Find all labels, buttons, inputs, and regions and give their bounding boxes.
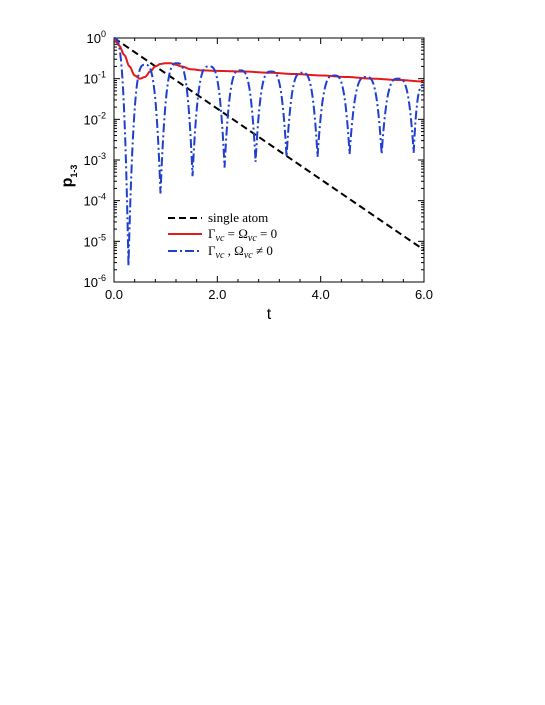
legend-label-single-atom: single atom bbox=[208, 210, 268, 225]
x-tick-label-1: 2.0 bbox=[208, 287, 226, 302]
x-tick-label-3: 6.0 bbox=[415, 287, 433, 302]
y-axis-title-sub: 1-3 bbox=[69, 165, 79, 178]
series-line-0 bbox=[113, 37, 425, 251]
legend-label-with-coupling: Γvc , Ωvc ≠ 0 bbox=[208, 243, 273, 261]
y-tick-label-1: 10-1 bbox=[84, 70, 106, 87]
legend-label-no-coupling: Γvc = Ωvc = 0 bbox=[208, 226, 277, 244]
y-tick-label-4: 10-4 bbox=[84, 192, 106, 209]
y-axis-title-main: p bbox=[59, 177, 76, 187]
x-tick-label-2: 4.0 bbox=[312, 287, 330, 302]
y-tick-label-6: 10-6 bbox=[84, 273, 106, 290]
y-tick-label-3: 10-3 bbox=[84, 151, 106, 168]
x-axis-title: t bbox=[267, 306, 272, 323]
x-tick-label-0: 0.0 bbox=[105, 287, 123, 302]
series-layer bbox=[113, 37, 425, 266]
series-line-1 bbox=[113, 37, 425, 83]
y-axis-title: p1-3 bbox=[59, 165, 79, 188]
y-tick-label-0: 100 bbox=[87, 29, 106, 46]
series-line-2 bbox=[114, 37, 424, 266]
y-tick-label-2: 10-2 bbox=[84, 110, 106, 127]
y-tick-label-5: 10-5 bbox=[84, 232, 106, 249]
x-tick-labels: 0.0 2.0 4.0 6.0 bbox=[105, 287, 433, 302]
legend: single atom Γvc = Ωvc = 0 Γvc , Ωvc ≠ 0 bbox=[168, 210, 277, 261]
y-tick-labels: 100 10-1 10-2 10-3 10-4 10-5 10-6 bbox=[84, 29, 106, 290]
